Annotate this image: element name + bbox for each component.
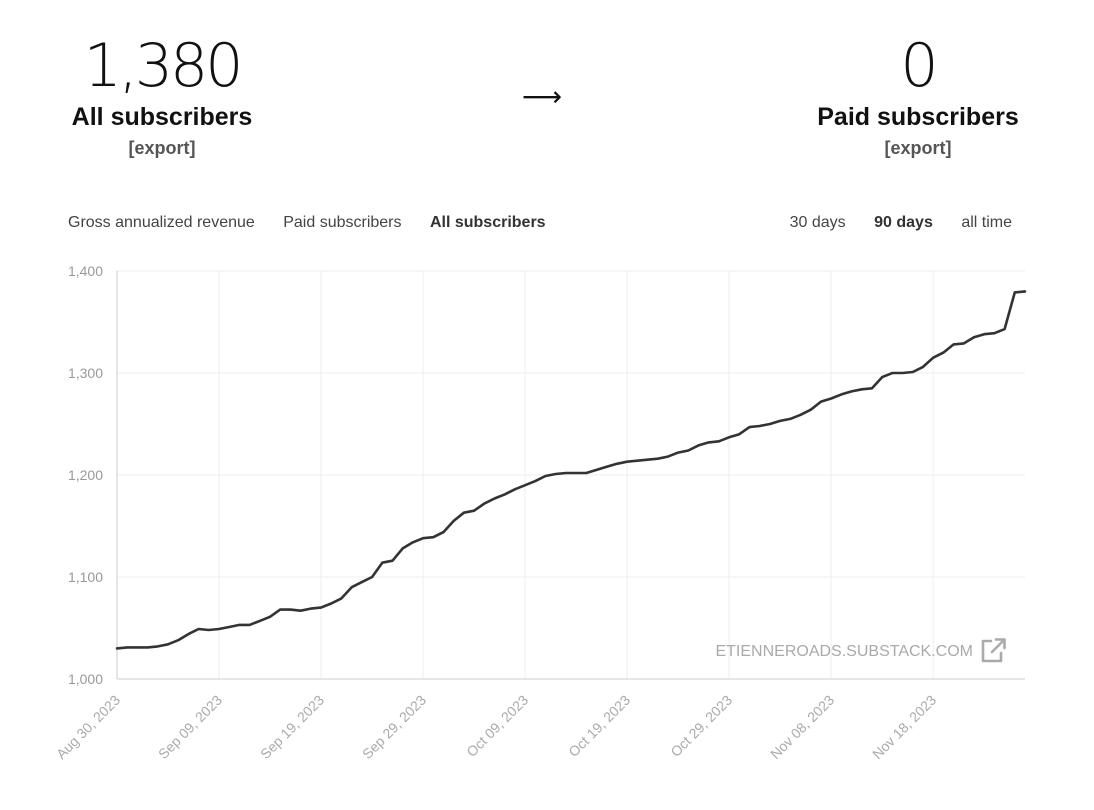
- x-tick-label: Oct 19, 2023: [565, 692, 633, 760]
- x-tick-label: Aug 30, 2023: [53, 692, 123, 762]
- external-link-icon[interactable]: [981, 638, 1006, 663]
- paid-subscribers-stat: 0 Paid subscribers [export]: [798, 30, 1038, 159]
- y-tick-label: 1,000: [68, 671, 103, 687]
- y-tick-label: 1,100: [68, 569, 103, 585]
- subscribers-line-chart: 1,000 1,100 1,200 1,300 1,400 Aug 30, 2023 Sep…: [53, 263, 1027, 762]
- chart-axes: 1,000 1,100 1,200 1,300 1,400 Aug 30, 2023 Sep…: [53, 263, 1025, 762]
- x-tick-label: Oct 09, 2023: [463, 692, 531, 760]
- arrow-icon: ⟶: [522, 80, 563, 113]
- tab-all-subscribers[interactable]: All subscribers: [429, 214, 546, 231]
- tab-all-time[interactable]: all time: [961, 214, 1012, 231]
- x-tick-label: Oct 29, 2023: [667, 692, 735, 760]
- all-subscribers-count: 1,380: [83, 31, 244, 101]
- y-tick-label: 1,200: [68, 467, 103, 483]
- watermark-label: ETIENNEROADS.SUBSTACK.COM: [715, 643, 973, 660]
- all-subscribers-export-link[interactable]: [export]: [128, 138, 196, 158]
- tab-paid-subscribers[interactable]: Paid subscribers: [283, 214, 402, 231]
- all-subscribers-line: [115, 290, 1027, 650]
- metric-tabs: Gross annualized revenue Paid subscriber…: [68, 214, 570, 232]
- x-tick-label: Sep 19, 2023: [257, 692, 327, 762]
- y-tick-label: 1,400: [68, 263, 103, 279]
- tab-gross-annualized-revenue[interactable]: Gross annualized revenue: [68, 214, 255, 231]
- paid-subscribers-label: Paid subscribers: [817, 103, 1019, 131]
- y-tick-label: 1,300: [68, 365, 103, 381]
- chart-watermark[interactable]: ETIENNEROADS.SUBSTACK.COM: [715, 638, 1006, 663]
- tab-30-days[interactable]: 30 days: [789, 214, 846, 231]
- range-tabs: 30 days 90 days all time: [766, 214, 1012, 232]
- tab-90-days[interactable]: 90 days: [874, 214, 933, 231]
- all-subscribers-stat: 1,380 All subscribers [export]: [42, 30, 282, 159]
- x-tick-label: Nov 18, 2023: [869, 692, 939, 762]
- x-tick-label: Nov 08, 2023: [767, 692, 837, 762]
- x-tick-label: Sep 09, 2023: [155, 692, 225, 762]
- x-tick-label: Sep 29, 2023: [359, 692, 429, 762]
- paid-subscribers-count: 0: [900, 31, 938, 101]
- all-subscribers-label: All subscribers: [71, 103, 253, 131]
- paid-subscribers-export-link[interactable]: [export]: [884, 138, 952, 158]
- chart-grid: [117, 270, 1025, 679]
- chart-series: [115, 290, 1027, 650]
